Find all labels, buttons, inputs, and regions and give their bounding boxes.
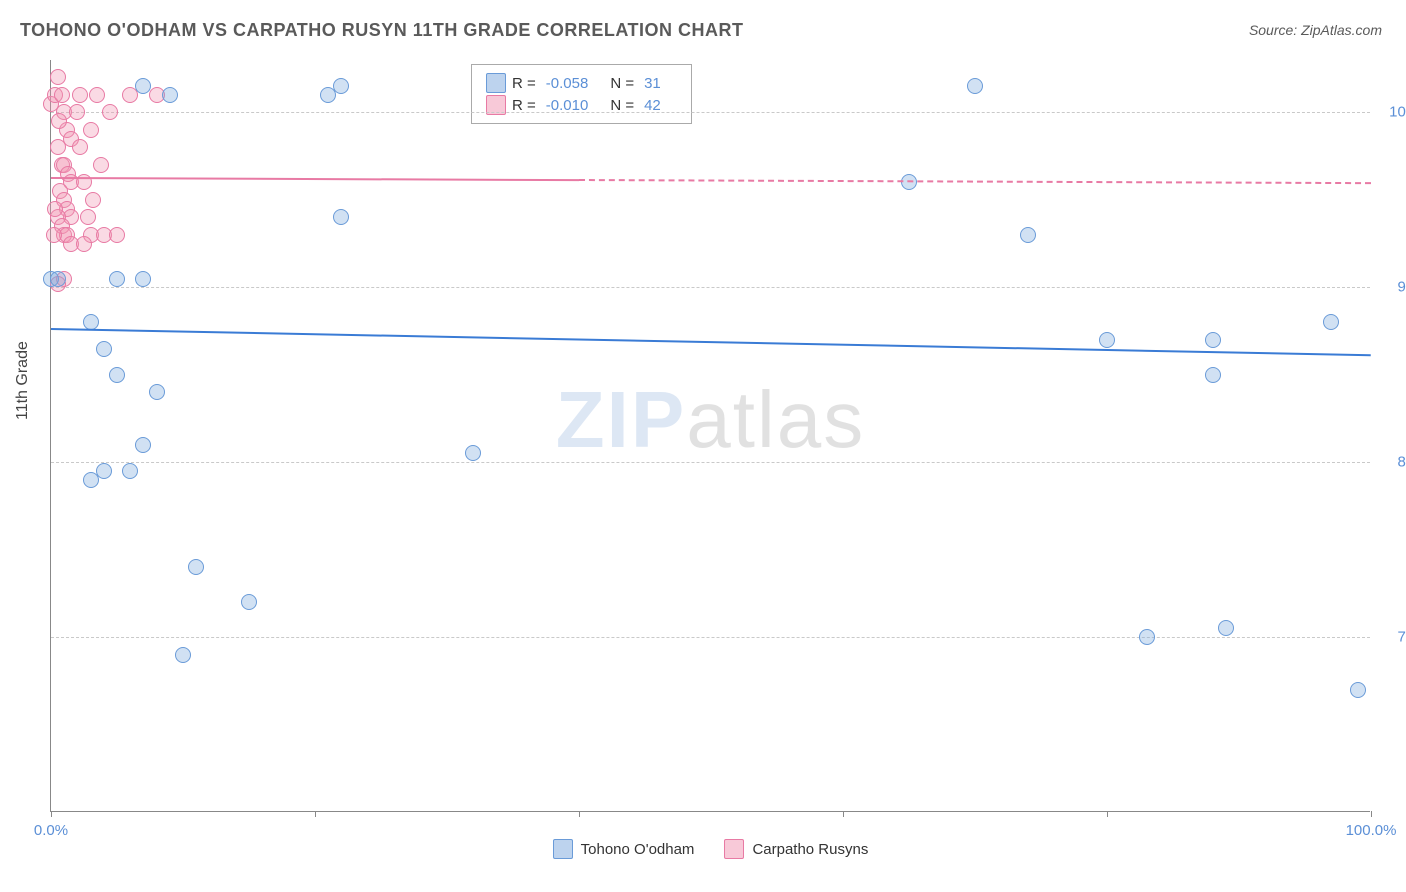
gridline-h (51, 112, 1370, 113)
y-tick-label: 70.0% (1380, 629, 1406, 646)
scatter-point (1205, 332, 1221, 348)
n-value-pink: 42 (644, 97, 661, 114)
scatter-point (69, 104, 85, 120)
r-label: R = (512, 75, 536, 92)
gridline-h (51, 287, 1370, 288)
scatter-point (46, 227, 62, 243)
scatter-point (109, 367, 125, 383)
n-value-blue: 31 (644, 75, 661, 92)
r-value-blue: -0.058 (546, 75, 589, 92)
r-value-pink: -0.010 (546, 97, 589, 114)
trend-line (51, 328, 1371, 356)
n-label: N = (610, 97, 634, 114)
source-value: ZipAtlas.com (1301, 22, 1382, 38)
x-tick (843, 811, 844, 817)
scatter-point (135, 271, 151, 287)
scatter-point (241, 594, 257, 610)
x-tick-label-left: 0.0% (34, 822, 68, 839)
x-tick (1371, 811, 1372, 817)
source-label: Source: (1249, 22, 1301, 38)
scatter-point (162, 87, 178, 103)
trend-line-solid (51, 177, 579, 181)
scatter-point (967, 78, 983, 94)
x-tick (1107, 811, 1108, 817)
x-tick-label-right: 100.0% (1346, 822, 1397, 839)
x-tick (51, 811, 52, 817)
scatter-point (47, 201, 63, 217)
scatter-point (50, 139, 66, 155)
r-label: R = (512, 97, 536, 114)
trend-line-dashed (579, 179, 1371, 184)
chart-title: TOHONO O'ODHAM VS CARPATHO RUSYN 11TH GR… (20, 20, 743, 41)
scatter-point (76, 236, 92, 252)
scatter-point (50, 271, 66, 287)
swatch-pink (724, 839, 744, 859)
x-tick (579, 811, 580, 817)
scatter-point (83, 122, 99, 138)
plot-area: ZIPatlas R = -0.058 N = 31 R = -0.010 N … (50, 60, 1370, 812)
scatter-point (102, 104, 118, 120)
scatter-point (54, 87, 70, 103)
legend-row-blue: R = -0.058 N = 31 (486, 73, 677, 93)
scatter-point (1020, 227, 1036, 243)
y-tick-label: 90.0% (1380, 279, 1406, 296)
scatter-point (1218, 620, 1234, 636)
watermark: ZIPatlas (556, 374, 865, 466)
scatter-point (1205, 367, 1221, 383)
scatter-point (51, 113, 67, 129)
scatter-point (96, 341, 112, 357)
scatter-point (1350, 682, 1366, 698)
scatter-point (135, 78, 151, 94)
scatter-point (188, 559, 204, 575)
scatter-point (1139, 629, 1155, 645)
legend-item-blue: Tohono O'odham (553, 839, 695, 859)
scatter-point (135, 437, 151, 453)
scatter-point (320, 87, 336, 103)
source-attribution: Source: ZipAtlas.com (1249, 22, 1382, 38)
swatch-blue (553, 839, 573, 859)
scatter-point (1323, 314, 1339, 330)
scatter-point (83, 472, 99, 488)
y-axis-label: 11th Grade (14, 341, 32, 420)
watermark-zip: ZIP (556, 375, 686, 464)
scatter-point (93, 157, 109, 173)
legend-label-pink: Carpatho Rusyns (752, 841, 868, 858)
n-label: N = (610, 75, 634, 92)
gridline-h (51, 462, 1370, 463)
x-tick (315, 811, 316, 817)
scatter-point (109, 227, 125, 243)
y-tick-label: 100.0% (1380, 104, 1406, 121)
legend-item-pink: Carpatho Rusyns (724, 839, 868, 859)
scatter-point (109, 271, 125, 287)
scatter-point (122, 463, 138, 479)
scatter-point (1099, 332, 1115, 348)
scatter-point (465, 445, 481, 461)
watermark-atlas: atlas (686, 375, 865, 464)
scatter-point (89, 87, 105, 103)
swatch-blue (486, 73, 506, 93)
scatter-point (80, 209, 96, 225)
scatter-point (175, 647, 191, 663)
scatter-point (333, 209, 349, 225)
series-legend: Tohono O'odham Carpatho Rusyns (51, 839, 1370, 859)
scatter-point (149, 384, 165, 400)
gridline-h (51, 637, 1370, 638)
scatter-point (72, 139, 88, 155)
y-tick-label: 80.0% (1380, 454, 1406, 471)
correlation-legend: R = -0.058 N = 31 R = -0.010 N = 42 (471, 64, 692, 124)
legend-label-blue: Tohono O'odham (581, 841, 695, 858)
scatter-point (72, 87, 88, 103)
scatter-point (85, 192, 101, 208)
scatter-point (901, 174, 917, 190)
scatter-point (50, 69, 66, 85)
